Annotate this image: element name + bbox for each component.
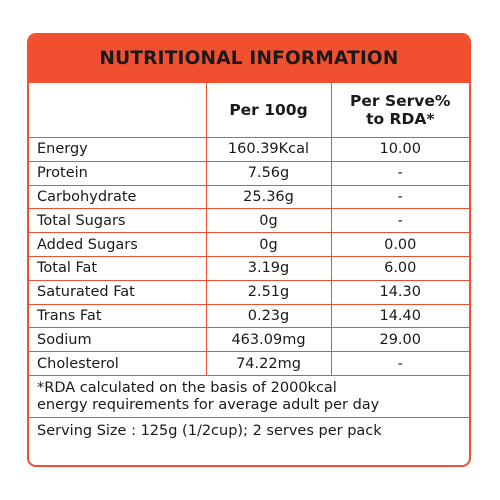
per-serve-value: 14.40 bbox=[330, 303, 469, 329]
nutrient-name: Added Sugars bbox=[29, 232, 207, 257]
per-serve-value: - bbox=[330, 184, 469, 210]
table-row: Trans Fat 0.23g 14.40 bbox=[29, 303, 469, 329]
per-100g-value: 463.09mg bbox=[205, 327, 332, 353]
header-per-100g: Per 100g bbox=[205, 83, 332, 138]
nutrition-table: Per 100g Per Serve% to RDA* Energy 160.3… bbox=[29, 83, 469, 376]
nutrient-name: Protein bbox=[29, 160, 207, 186]
panel-title: NUTRITIONAL INFORMATION bbox=[99, 47, 399, 69]
per-100g-value: 0g bbox=[205, 232, 332, 257]
per-serve-value: 29.00 bbox=[330, 327, 469, 353]
header-nutrient bbox=[29, 83, 207, 138]
header-per-serve-line1: Per Serve% bbox=[350, 92, 451, 110]
per-serve-value: 14.30 bbox=[330, 279, 469, 305]
rda-footnote-line2: energy requirements for average adult pe… bbox=[37, 396, 380, 413]
per-serve-value: - bbox=[330, 208, 469, 234]
nutrient-name: Total Sugars bbox=[29, 208, 207, 234]
per-serve-value: 6.00 bbox=[330, 255, 469, 281]
rda-footnote: *RDA calculated on the basis of 2000kcal… bbox=[29, 376, 469, 418]
per-100g-value: 0.23g bbox=[205, 303, 332, 329]
per-100g-value: 160.39Kcal bbox=[205, 137, 332, 162]
per-100g-value: 7.56g bbox=[205, 160, 332, 186]
nutrient-name: Total Fat bbox=[29, 255, 207, 281]
nutrient-name: Energy bbox=[29, 137, 207, 162]
per-serve-value: 10.00 bbox=[330, 137, 469, 162]
table-header-row: Per 100g Per Serve% to RDA* bbox=[29, 83, 469, 138]
title-bar: NUTRITIONAL INFORMATION bbox=[29, 35, 469, 83]
table-row: Added Sugars 0g 0.00 bbox=[29, 232, 469, 257]
per-serve-value: - bbox=[330, 351, 469, 376]
per-serve-value: - bbox=[330, 160, 469, 186]
table-row: Protein 7.56g - bbox=[29, 160, 469, 186]
per-100g-value: 2.51g bbox=[205, 279, 332, 305]
nutrition-panel: NUTRITIONAL INFORMATION Per 100g Per Ser… bbox=[27, 33, 471, 467]
nutrient-name: Carbohydrate bbox=[29, 184, 207, 210]
table-row: Energy 160.39Kcal 10.00 bbox=[29, 137, 469, 162]
per-serve-value: 0.00 bbox=[330, 232, 469, 257]
table-row: Total Fat 3.19g 6.00 bbox=[29, 255, 469, 281]
nutrient-name: Trans Fat bbox=[29, 303, 207, 329]
table-row: Total Sugars 0g - bbox=[29, 208, 469, 234]
serving-size: Serving Size : 125g (1/2cup); 2 serves p… bbox=[37, 422, 382, 439]
per-100g-value: 0g bbox=[205, 208, 332, 234]
header-per-serve-line2: to RDA* bbox=[366, 110, 435, 128]
table-row: Sodium 463.09mg 29.00 bbox=[29, 327, 469, 353]
rda-footnote-line1: *RDA calculated on the basis of 2000kcal bbox=[37, 379, 337, 396]
table-row: Carbohydrate 25.36g - bbox=[29, 184, 469, 210]
nutrient-name: Sodium bbox=[29, 327, 207, 353]
table-row: Cholesterol 74.22mg - bbox=[29, 351, 469, 376]
nutrient-name: Saturated Fat bbox=[29, 279, 207, 305]
nutrient-name: Cholesterol bbox=[29, 351, 207, 376]
per-100g-value: 74.22mg bbox=[205, 351, 332, 376]
per-100g-value: 3.19g bbox=[205, 255, 332, 281]
header-per-serve: Per Serve% to RDA* bbox=[330, 83, 469, 138]
per-100g-value: 25.36g bbox=[205, 184, 332, 210]
table-row: Saturated Fat 2.51g 14.30 bbox=[29, 279, 469, 305]
